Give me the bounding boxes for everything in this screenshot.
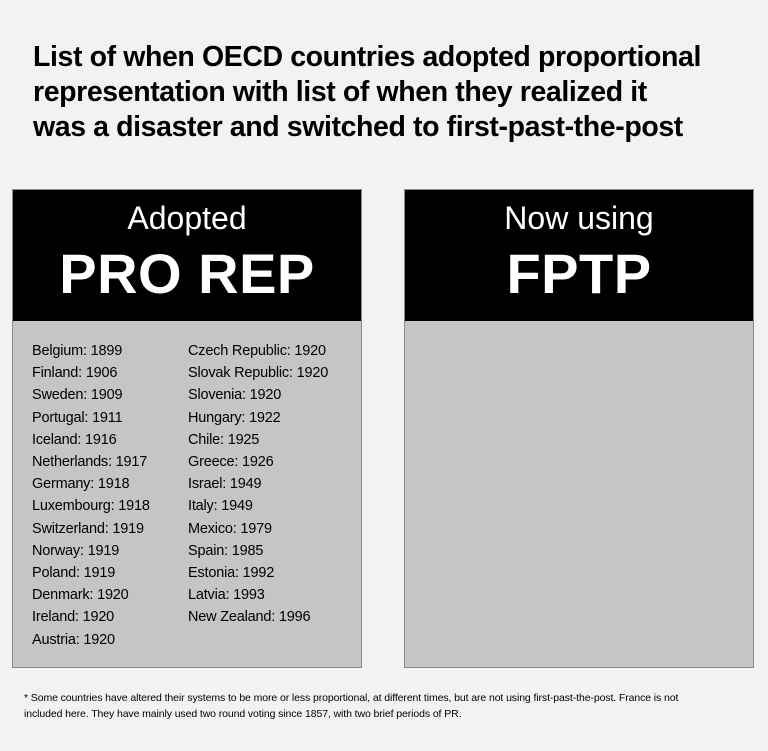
country-list-item: Switzerland: 1919 xyxy=(32,520,144,537)
country-list-item: Italy: 1949 xyxy=(188,498,253,515)
country-list-item: New Zealand: 1996 xyxy=(188,609,311,626)
title-line-2: representation with list of when they re… xyxy=(33,76,647,108)
fptp-subtitle: Now using xyxy=(504,200,654,236)
country-list-item: Portugal: 1911 xyxy=(32,409,123,426)
pro-rep-heading: PRO REP xyxy=(59,242,315,305)
title-line-1: List of when OECD countries adopted prop… xyxy=(33,41,701,73)
country-list-item: Finland: 1906 xyxy=(32,365,118,382)
country-list-column-1: Belgium: 1899 Finland: 1906 Sweden: 1909 Po… xyxy=(32,340,150,651)
footnote: * Some countries have altered their syst… xyxy=(24,690,754,722)
country-list-item: Estonia: 1992 xyxy=(188,565,275,582)
country-list-item: Slovak Republic: 1920 xyxy=(188,365,329,382)
country-list-item: Iceland: 1916 xyxy=(32,431,117,448)
page-title: List of when OECD countries adopted prop… xyxy=(33,40,753,145)
country-list-item: Netherlands: 1917 xyxy=(32,454,148,471)
country-list-item: Mexico: 1979 xyxy=(188,520,272,537)
title-line-3: was a disaster and switched to first-pas… xyxy=(33,111,683,143)
country-list-item: Austria: 1920 xyxy=(32,631,115,648)
country-list-item: Denmark: 1920 xyxy=(32,587,129,604)
pro-rep-subtitle: Adopted xyxy=(127,200,247,236)
footnote-line-1: * Some countries have altered their syst… xyxy=(24,692,679,704)
pro-rep-header: Adopted PRO REP xyxy=(13,190,361,321)
country-list-item: Luxembourg: 1918 xyxy=(32,498,150,515)
footnote-line-2: included here. They have mainly used two… xyxy=(24,708,462,720)
fptp-panel: Now using FPTP xyxy=(404,189,754,668)
country-list-item: Chile: 1925 xyxy=(188,431,260,448)
pro-rep-panel: Adopted PRO REP Belgium: 1899 Finland: 19… xyxy=(12,189,362,668)
country-list-item: Czech Republic: 1920 xyxy=(188,343,326,359)
country-list-column-2: Czech Republic: 1920 Slovak Republic: 192… xyxy=(188,340,328,629)
fptp-heading: FPTP xyxy=(506,242,652,305)
country-list-item: Israel: 1949 xyxy=(188,476,262,493)
country-list-item: Slovenia: 1920 xyxy=(188,387,282,404)
country-list-item: Poland: 1919 xyxy=(32,565,116,582)
country-list-item: Latvia: 1993 xyxy=(188,587,265,604)
country-list-item: Sweden: 1909 xyxy=(32,387,123,404)
country-list-item: Hungary: 1922 xyxy=(188,409,281,426)
country-list-item: Belgium: 1899 xyxy=(32,343,123,359)
country-list-item: Norway: 1919 xyxy=(32,542,120,559)
country-list-item: Greece: 1926 xyxy=(188,454,274,471)
country-list-item: Germany: 1918 xyxy=(32,476,130,493)
country-list-item: Spain: 1985 xyxy=(188,542,264,559)
fptp-header: Now using FPTP xyxy=(405,190,753,321)
country-list-item: Ireland: 1920 xyxy=(32,609,115,626)
